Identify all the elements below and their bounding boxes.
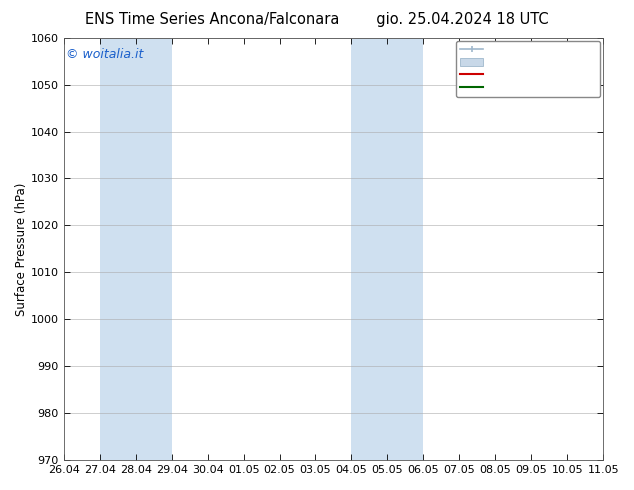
Text: ENS Time Series Ancona/Falconara        gio. 25.04.2024 18 UTC: ENS Time Series Ancona/Falconara gio. 25… [85, 12, 549, 27]
Bar [100, 38, 172, 460]
Bar [351, 38, 424, 460]
Legend: min/max, Deviazione standard, Ensemble mean run, Controll run: min/max, Deviazione standard, Ensemble m… [456, 41, 600, 97]
Bar [603, 38, 634, 460]
Text: © woitalia.it: © woitalia.it [67, 48, 144, 61]
Y-axis label: Surface Pressure (hPa): Surface Pressure (hPa) [15, 182, 28, 316]
